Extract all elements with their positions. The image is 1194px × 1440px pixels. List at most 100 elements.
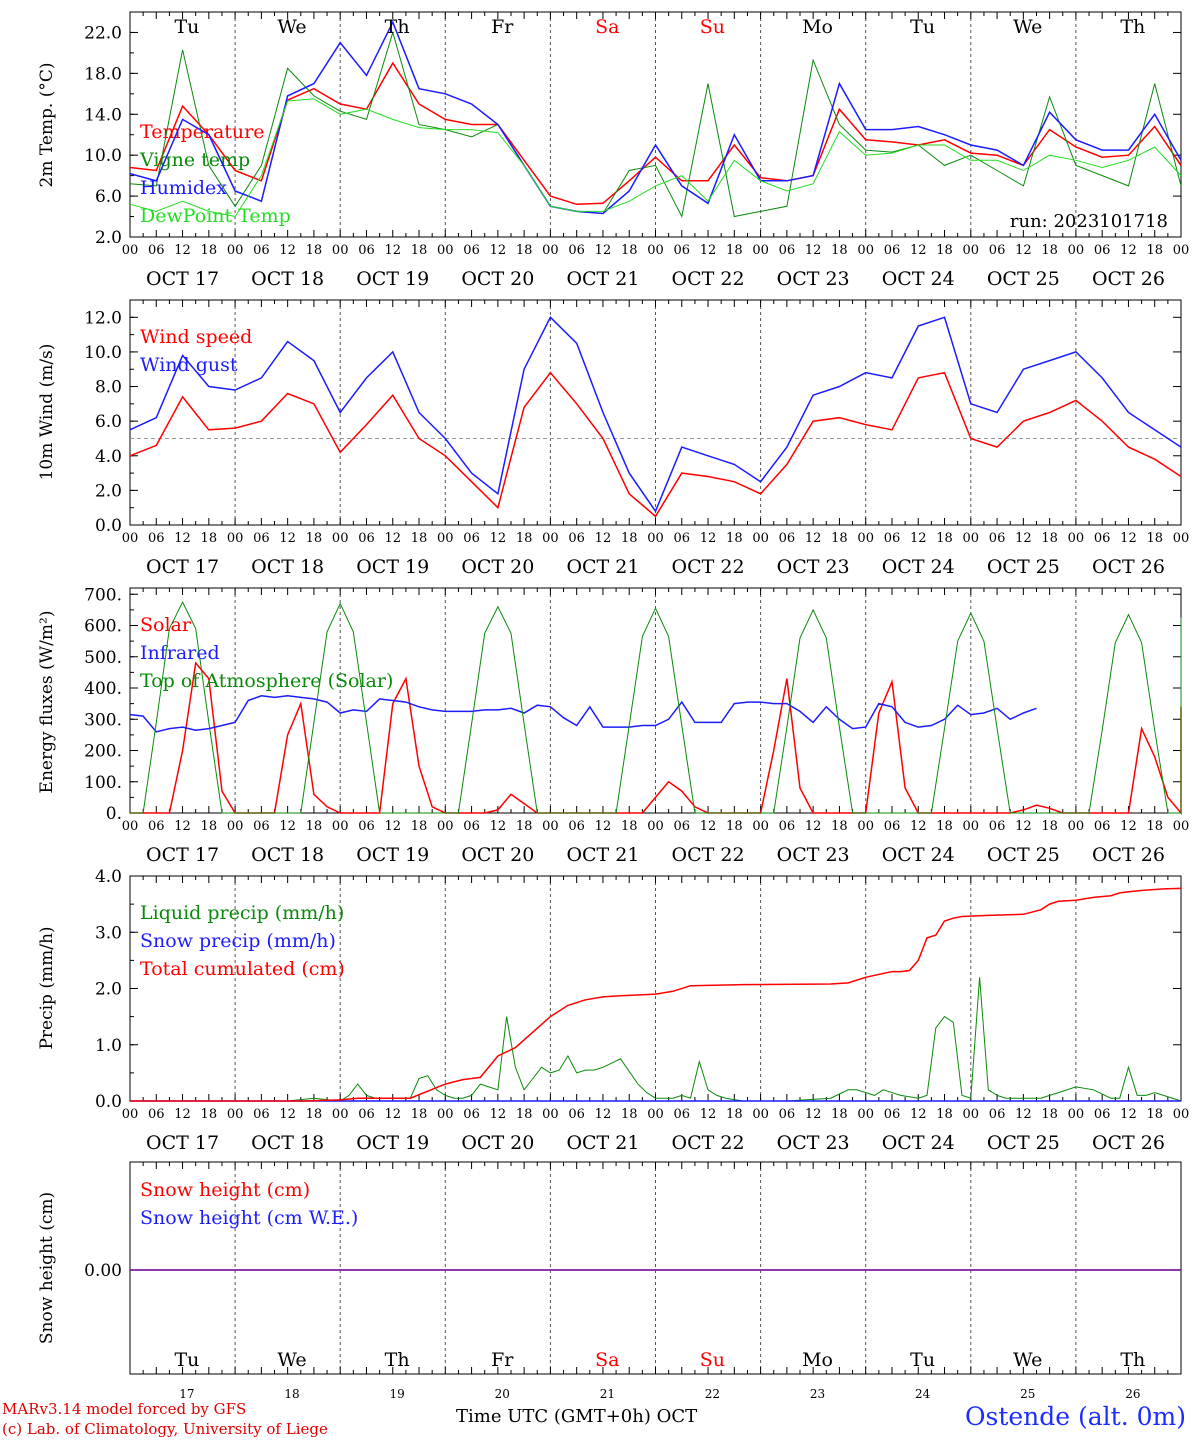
hour-tick-label: 18	[936, 243, 953, 258]
legend-entry: Snow height (cm W.E.)	[140, 1207, 358, 1229]
hour-tick-label: 12	[1120, 1107, 1137, 1122]
date-label: OCT 18	[251, 268, 324, 290]
series-line-vigne-temp	[129, 30, 1182, 219]
legend-entry: Liquid precip (mm/h)	[140, 902, 344, 924]
date-label: OCT 20	[461, 556, 534, 578]
series-line-humidex	[129, 20, 1182, 215]
legend-entry: Snow precip (mm/h)	[140, 930, 336, 952]
date-label: OCT 22	[672, 556, 745, 578]
meteogram-chart: 2.0 6.0 10.0 14.0 18.0 22.0 2m Temp. (°C) 00 06 1…	[37, 11, 1190, 1400]
hour-tick-label: 06	[253, 531, 270, 546]
run-label: run: 2023101718	[1010, 211, 1168, 232]
hour-tick-label: 06	[884, 819, 901, 834]
hour-tick-label: 06	[568, 819, 585, 834]
hour-tick-label: 06	[779, 243, 796, 258]
hour-tick-label: 00	[647, 531, 664, 546]
lab-credit: (c) Lab. of Climatology, University of L…	[2, 1420, 328, 1438]
series-line-dewpoint-temp	[129, 98, 1182, 218]
hour-tick-label: 18	[411, 243, 428, 258]
hour-tick-label: 18	[726, 819, 743, 834]
day-name-bottom: Mo	[802, 1349, 833, 1371]
date-label: OCT 17	[146, 844, 219, 866]
legend-entry: Wind speed	[140, 326, 252, 348]
hour-tick-label: 12	[595, 1107, 612, 1122]
hour-tick-label: 12	[384, 243, 401, 258]
day-name-top: Mo	[802, 16, 833, 38]
panel-1: 2.0 6.0 10.0 14.0 18.0 22.0 2m Temp. (°C) 00 06 1…	[37, 11, 1189, 290]
day-name-top: We	[277, 16, 306, 38]
hour-tick-label: 12	[805, 243, 822, 258]
hour-tick-label: 18	[411, 531, 428, 546]
y-tick-label: 10.0	[84, 343, 122, 363]
panel-5: 0.00 Snow height (cm) Snow height (cm) Snow…	[37, 1161, 1182, 1375]
legend-entry: Top of Atmosphere (Solar)	[140, 670, 393, 692]
hour-tick-label: 12	[174, 531, 191, 546]
y-tick-label: 400.	[84, 679, 122, 699]
hour-tick-label: 06	[463, 243, 480, 258]
hour-tick-label: 00	[1173, 531, 1190, 546]
hour-tick-label: 00	[332, 1107, 349, 1122]
day-name-top: We	[1013, 16, 1042, 38]
hour-tick-label: 18	[411, 1107, 428, 1122]
hour-tick-label: 12	[805, 531, 822, 546]
hour-tick-label: 12	[805, 1107, 822, 1122]
hour-tick-label: 12	[805, 819, 822, 834]
y-tick-label: 0.00	[84, 1261, 122, 1281]
hour-tick-label: 18	[936, 819, 953, 834]
hour-tick-label: 00	[963, 819, 980, 834]
series-line-total-cumulated-cm-	[130, 887, 1182, 1102]
y-tick-label: 2.0	[95, 228, 122, 248]
hour-tick-label: 00	[963, 243, 980, 258]
hour-tick-label: 00	[1068, 531, 1085, 546]
hour-tick-label: 00	[647, 819, 664, 834]
y-tick-label: 2.0	[95, 980, 122, 1000]
hour-tick-label: 06	[674, 819, 691, 834]
day-number: 26	[1125, 1387, 1140, 1400]
legend-entry: Snow height (cm)	[140, 1179, 310, 1201]
y-tick-label: 600.	[84, 617, 122, 637]
hour-tick-label: 06	[674, 1107, 691, 1122]
hour-tick-label: 18	[1146, 819, 1163, 834]
hour-tick-label: 18	[201, 243, 218, 258]
day-number: 25	[1020, 1387, 1035, 1400]
hour-tick-label: 12	[384, 819, 401, 834]
hour-tick-label: 06	[253, 819, 270, 834]
hour-tick-label: 06	[148, 819, 165, 834]
hour-tick-label: 18	[201, 819, 218, 834]
series-line-solar	[130, 661, 1182, 816]
hour-tick-label: 06	[674, 531, 691, 546]
hour-tick-label: 18	[1041, 531, 1058, 546]
hour-tick-label: 00	[857, 819, 874, 834]
hour-tick-label: 18	[726, 243, 743, 258]
plot-frame	[129, 11, 1182, 238]
hour-tick-label: 12	[1015, 819, 1032, 834]
hour-tick-label: 00	[1068, 1107, 1085, 1122]
date-label: OCT 21	[566, 844, 639, 866]
y-tick-label: 200.	[84, 742, 122, 762]
hour-tick-label: 18	[516, 243, 533, 258]
series-line-wind-gust	[129, 316, 1182, 513]
hour-tick-label: 12	[384, 531, 401, 546]
hour-tick-label: 06	[148, 243, 165, 258]
legend-entry: DewPoint Temp	[140, 205, 291, 227]
date-label: OCT 26	[1092, 1132, 1165, 1154]
day-name-top: Fr	[491, 16, 514, 38]
x-axis-label: Time UTC (GMT+0h) OCT	[456, 1406, 698, 1427]
y-tick-label: 6.0	[95, 187, 122, 207]
hour-tick-label: 06	[1094, 531, 1111, 546]
date-label: OCT 26	[1092, 268, 1165, 290]
y-axis-title: Precip (mm/h)	[37, 926, 57, 1049]
hour-tick-label: 12	[279, 1107, 296, 1122]
hour-tick-label: 18	[1146, 243, 1163, 258]
hour-tick-label: 00	[437, 1107, 454, 1122]
hour-tick-label: 00	[437, 531, 454, 546]
hour-tick-label: 12	[174, 243, 191, 258]
hour-tick-label: 12	[1015, 1107, 1032, 1122]
hour-tick-label: 06	[1094, 819, 1111, 834]
hour-tick-label: 00	[542, 819, 559, 834]
hour-tick-label: 06	[358, 243, 375, 258]
date-label: OCT 19	[356, 844, 429, 866]
hour-tick-label: 12	[490, 243, 507, 258]
hour-tick-label: 12	[279, 243, 296, 258]
y-axis-title: Snow height (cm)	[37, 1192, 57, 1344]
